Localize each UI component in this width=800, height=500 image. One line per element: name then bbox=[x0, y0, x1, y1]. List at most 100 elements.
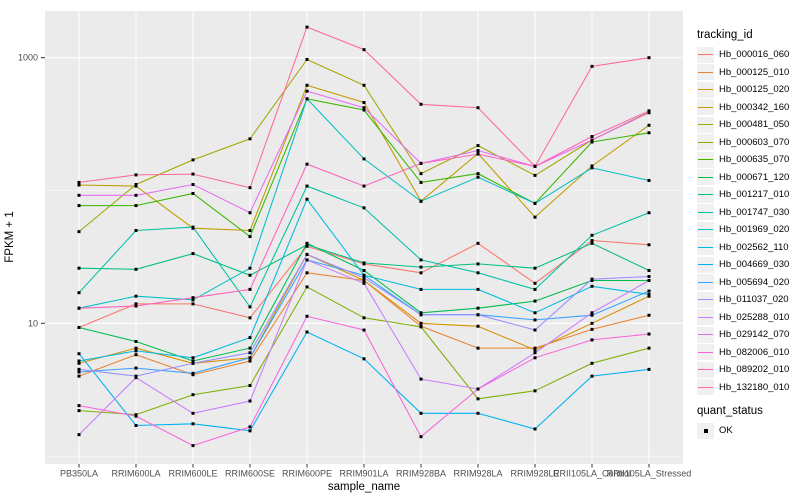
point-Hb_132180_010 bbox=[134, 173, 138, 177]
point-Hb_001747_030 bbox=[419, 258, 423, 262]
legend-line-swatch bbox=[698, 229, 713, 231]
point-Hb_000603_070 bbox=[248, 384, 252, 388]
legend-item-Hb_089202_010: Hb_089202_010 bbox=[697, 361, 799, 379]
point-Hb_082006_010 bbox=[590, 338, 594, 342]
point-Hb_132180_010 bbox=[191, 172, 195, 176]
legend-label: Hb_004669_030 bbox=[719, 259, 790, 271]
point-Hb_001747_030 bbox=[647, 211, 651, 215]
legend-key-icon bbox=[697, 81, 714, 98]
point-Hb_025288_010 bbox=[305, 258, 309, 262]
point-Hb_132180_010 bbox=[305, 25, 309, 29]
point-Hb_029142_070 bbox=[305, 89, 309, 93]
legend-key-icon bbox=[697, 134, 714, 151]
legend-line-swatch bbox=[698, 89, 713, 91]
point-Hb_000125_010 bbox=[476, 346, 480, 350]
point-Hb_025288_010 bbox=[533, 351, 537, 355]
point-Hb_001969_020 bbox=[476, 175, 480, 179]
point-Hb_000635_070 bbox=[476, 172, 480, 176]
point-Hb_004669_030 bbox=[590, 374, 594, 378]
legend-tracking-rows: Hb_000016_060 Hb_000125_010 Hb_000125_020 H… bbox=[697, 46, 799, 396]
legend-item-Hb_000603_070: Hb_000603_070 bbox=[697, 134, 799, 152]
legend-label: Hb_001969_020 bbox=[719, 224, 790, 236]
legend-line-swatch bbox=[698, 299, 713, 301]
legend-line-swatch bbox=[698, 369, 713, 371]
point-Hb_089202_010 bbox=[419, 161, 423, 165]
point-Hb_000671_120 bbox=[362, 268, 366, 272]
point-Hb_000603_070 bbox=[533, 389, 537, 393]
point-Hb_000603_070 bbox=[305, 285, 309, 289]
point-Hb_089202_010 bbox=[305, 162, 309, 166]
point-Hb_089202_010 bbox=[191, 296, 195, 300]
point-Hb_001969_020 bbox=[305, 97, 309, 101]
point-Hb_000603_070 bbox=[362, 316, 366, 320]
legend-label: Hb_132180_010 bbox=[719, 381, 790, 393]
legend-key-icon bbox=[697, 46, 714, 63]
legend-key-icon bbox=[697, 151, 714, 168]
point-Hb_000481_050 bbox=[476, 144, 480, 148]
point-Hb_000481_050 bbox=[362, 83, 366, 87]
legend-key-icon bbox=[697, 309, 714, 326]
point-Hb_000671_120 bbox=[191, 359, 195, 363]
point-Hb_089202_010 bbox=[248, 287, 252, 291]
point-Hb_029142_070 bbox=[590, 138, 594, 142]
point-Hb_005694_020 bbox=[647, 289, 651, 293]
legend-item-ok: OK bbox=[697, 422, 799, 440]
point-Hb_005694_020 bbox=[590, 313, 594, 317]
point-Hb_000016_060 bbox=[191, 302, 195, 306]
legend-label: Hb_001217_010 bbox=[719, 189, 790, 201]
point-Hb_000016_060 bbox=[533, 281, 537, 285]
point-Hb_004669_030 bbox=[419, 411, 423, 415]
point-Hb_005694_020 bbox=[77, 370, 81, 374]
point-Hb_011037_020 bbox=[305, 252, 309, 256]
legend-label: Hb_000603_070 bbox=[719, 136, 790, 148]
point-Hb_001747_030 bbox=[476, 271, 480, 275]
point-Hb_132180_010 bbox=[77, 180, 81, 184]
point-Hb_004669_030 bbox=[191, 422, 195, 426]
point-Hb_025288_010 bbox=[647, 279, 651, 283]
point-Hb_000481_050 bbox=[191, 158, 195, 162]
legend-item-Hb_082006_010: Hb_082006_010 bbox=[697, 344, 799, 362]
point-Hb_001217_010 bbox=[647, 268, 651, 272]
legend-item-Hb_005694_020: Hb_005694_020 bbox=[697, 274, 799, 292]
point-Hb_025288_010 bbox=[191, 411, 195, 415]
ok-point-icon bbox=[703, 428, 708, 433]
point-Hb_001969_020 bbox=[590, 166, 594, 170]
point-Hb_000016_060 bbox=[134, 302, 138, 306]
legend-item-Hb_004669_030: Hb_004669_030 bbox=[697, 256, 799, 274]
point-Hb_000125_010 bbox=[77, 374, 81, 378]
point-Hb_000125_020 bbox=[134, 346, 138, 350]
point-Hb_089202_010 bbox=[476, 152, 480, 156]
point-Hb_000481_050 bbox=[77, 230, 81, 234]
point-Hb_132180_010 bbox=[248, 186, 252, 190]
legend-item-Hb_001217_010: Hb_001217_010 bbox=[697, 186, 799, 204]
legend-label: Hb_000671_120 bbox=[719, 171, 790, 183]
legend-line-swatch bbox=[698, 211, 713, 213]
point-Hb_082006_010 bbox=[191, 444, 195, 448]
point-Hb_001969_020 bbox=[362, 157, 366, 161]
point-Hb_089202_010 bbox=[590, 135, 594, 139]
legend-label: Hb_000481_050 bbox=[719, 119, 790, 131]
legend-label: Hb_002562_110 bbox=[719, 241, 789, 253]
point-Hb_132180_010 bbox=[647, 56, 651, 60]
point-Hb_089202_010 bbox=[362, 184, 366, 188]
y-tick-label: 1000 bbox=[18, 53, 38, 63]
point-Hb_000603_070 bbox=[77, 409, 81, 413]
point-Hb_002562_110 bbox=[476, 287, 480, 291]
point-Hb_029142_070 bbox=[191, 182, 195, 186]
point-Hb_001747_030 bbox=[248, 305, 252, 309]
legend-label: Hb_000016_060 bbox=[719, 49, 790, 61]
legend-label: Hb_005694_020 bbox=[719, 276, 790, 288]
point-Hb_082006_010 bbox=[533, 356, 537, 360]
legend-item-Hb_002562_110: Hb_002562_110 bbox=[697, 239, 799, 257]
legend-line-swatch bbox=[698, 334, 713, 336]
legend-label-ok: OK bbox=[719, 425, 733, 437]
point-Hb_004669_030 bbox=[647, 367, 651, 371]
point-Hb_000125_020 bbox=[533, 348, 537, 352]
point-Hb_000016_060 bbox=[419, 271, 423, 275]
point-Hb_025288_010 bbox=[134, 376, 138, 380]
legend-item-Hb_000125_020: Hb_000125_020 bbox=[697, 81, 799, 99]
point-Hb_011037_020 bbox=[590, 277, 594, 281]
point-Hb_029142_070 bbox=[647, 111, 651, 115]
